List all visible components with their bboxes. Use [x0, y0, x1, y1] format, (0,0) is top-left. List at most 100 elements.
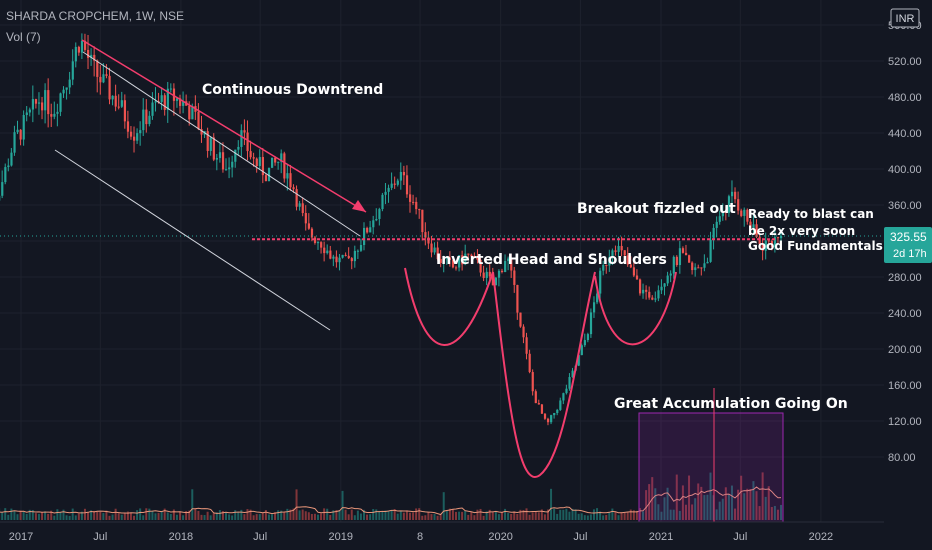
candle-body	[568, 377, 571, 389]
volume-bar	[381, 511, 384, 520]
volume-bar	[761, 472, 764, 520]
candle-body	[473, 256, 476, 258]
volume-bar	[139, 508, 142, 520]
volume-bar	[755, 491, 758, 520]
candle-body	[172, 88, 176, 101]
candle-body	[123, 100, 127, 122]
candle-body	[163, 95, 166, 110]
annotation-label: Great Accumulation Going On	[614, 396, 848, 412]
candles	[0, 33, 783, 426]
candle-body	[126, 121, 130, 132]
volume-bar	[691, 504, 694, 520]
volume-bar	[163, 508, 166, 520]
volume-bar	[562, 509, 565, 520]
volume-bar	[129, 512, 132, 520]
candle-body	[694, 267, 697, 271]
volume-bar	[461, 511, 464, 520]
volume-bar	[574, 509, 577, 520]
currency-box[interactable]	[890, 8, 920, 28]
candle-body	[47, 90, 50, 115]
candle-body	[534, 391, 537, 404]
volume-bar	[246, 509, 249, 520]
volume-bar	[617, 515, 620, 520]
candle-body	[83, 40, 87, 50]
candle-body	[712, 227, 715, 240]
candle-body	[283, 153, 286, 179]
volume-bar	[770, 507, 773, 520]
symbol-title[interactable]: SHARDA CROPCHEM, 1W, NSE	[6, 9, 185, 23]
candle-body	[543, 413, 547, 419]
candle-body	[418, 209, 421, 211]
y-tick-label: 280.00	[888, 272, 922, 284]
volume-bar	[274, 512, 277, 520]
volume-bar	[439, 514, 442, 520]
volume-bar	[743, 493, 746, 520]
volume-bar	[258, 514, 261, 520]
candle-body	[310, 228, 314, 238]
volume-bar	[623, 512, 626, 520]
candle-body	[706, 261, 709, 264]
candle-body	[663, 283, 666, 287]
candle-body	[399, 171, 402, 181]
annotation-overlays	[0, 39, 884, 523]
candle-body	[724, 211, 728, 213]
volume-bar	[332, 510, 335, 520]
volume-bar	[182, 515, 185, 520]
volume-bar	[283, 511, 286, 520]
volume-indicator-label[interactable]: Vol (7)	[6, 30, 41, 44]
time-axis-panel	[0, 522, 932, 550]
time-axis[interactable]: 2017 Jul 2018 Jul 2019 8 2020 Jul 2021 Jul 2022	[9, 531, 833, 543]
volume-bar	[780, 504, 783, 520]
candle-body	[295, 189, 298, 207]
volume-bar	[688, 475, 691, 520]
volume-bar	[773, 505, 776, 520]
candle-body	[105, 74, 108, 76]
volume-bar	[169, 514, 172, 520]
volume-bar	[479, 508, 482, 520]
candle-body	[700, 267, 703, 269]
candle-body	[258, 157, 261, 167]
candle-body	[565, 388, 568, 394]
candle-body	[433, 247, 436, 253]
candle-body	[617, 245, 620, 252]
volume-bar	[599, 511, 602, 520]
candle-body	[206, 131, 209, 151]
candle-body	[234, 149, 237, 162]
candle-body	[442, 258, 445, 264]
candle-body	[356, 250, 360, 252]
grid	[0, 0, 884, 522]
volume-bar	[301, 509, 304, 520]
volume-bar	[470, 512, 473, 520]
volume-bar	[737, 489, 740, 520]
candle-body	[277, 161, 280, 163]
volume-bar	[203, 515, 206, 520]
candle-body	[405, 175, 409, 195]
candle-body	[175, 98, 179, 101]
candle-body	[344, 254, 347, 256]
volume-bar	[433, 514, 436, 520]
volume-bar	[476, 509, 479, 520]
accumulation-box	[638, 412, 784, 523]
volume-bar	[531, 512, 534, 520]
candle-body	[347, 255, 350, 259]
volume-bar	[734, 508, 737, 520]
candle-body	[467, 253, 470, 255]
candle-body	[50, 114, 53, 117]
candle-body	[470, 254, 473, 257]
candle-body	[378, 209, 381, 219]
volume-bar	[298, 510, 301, 520]
volume-bar	[148, 508, 151, 520]
candle-body	[200, 129, 203, 135]
candle-body	[160, 95, 163, 102]
volume-bar	[157, 512, 160, 520]
candle-body	[289, 173, 292, 188]
volume-bar	[83, 508, 86, 520]
volume-bar	[59, 512, 62, 520]
volume-bar	[393, 509, 396, 520]
volume-bar	[151, 511, 154, 520]
volume-bar	[68, 515, 71, 520]
volume-bar	[592, 509, 595, 520]
candle-body	[691, 262, 694, 271]
candle-body	[703, 263, 706, 268]
